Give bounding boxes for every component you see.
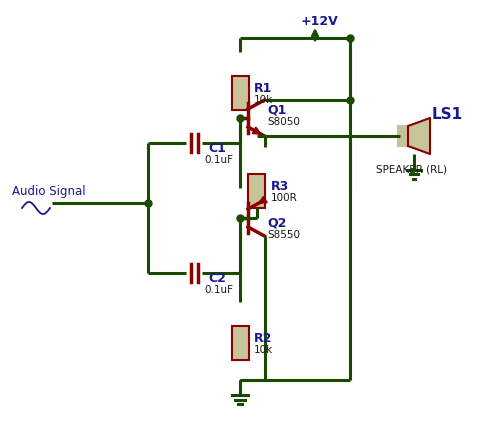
Text: C2: C2 [208, 271, 226, 285]
Text: 100R: 100R [270, 193, 297, 203]
Bar [398, 126, 408, 146]
Text: 10k: 10k [254, 95, 273, 105]
Text: Q2: Q2 [267, 217, 287, 229]
Text: 0.1uF: 0.1uF [204, 155, 233, 165]
Text: C1: C1 [208, 142, 226, 155]
Text: R3: R3 [270, 179, 289, 193]
Text: S8050: S8050 [267, 117, 301, 127]
Bar [232, 326, 248, 360]
Text: LS1: LS1 [432, 107, 463, 122]
Polygon shape [408, 118, 430, 154]
Text: +12V: +12V [300, 15, 338, 28]
Text: Q1: Q1 [267, 104, 287, 116]
Text: 0.1uF: 0.1uF [204, 285, 233, 295]
Text: R2: R2 [254, 332, 272, 345]
Text: R1: R1 [254, 81, 272, 95]
Text: SPEAKER (RL): SPEAKER (RL) [376, 164, 447, 174]
Bar [232, 76, 248, 110]
Bar [248, 174, 265, 208]
Text: 10k: 10k [254, 345, 273, 355]
Text: Audio Signal: Audio Signal [12, 184, 86, 197]
Text: S8550: S8550 [267, 230, 301, 240]
